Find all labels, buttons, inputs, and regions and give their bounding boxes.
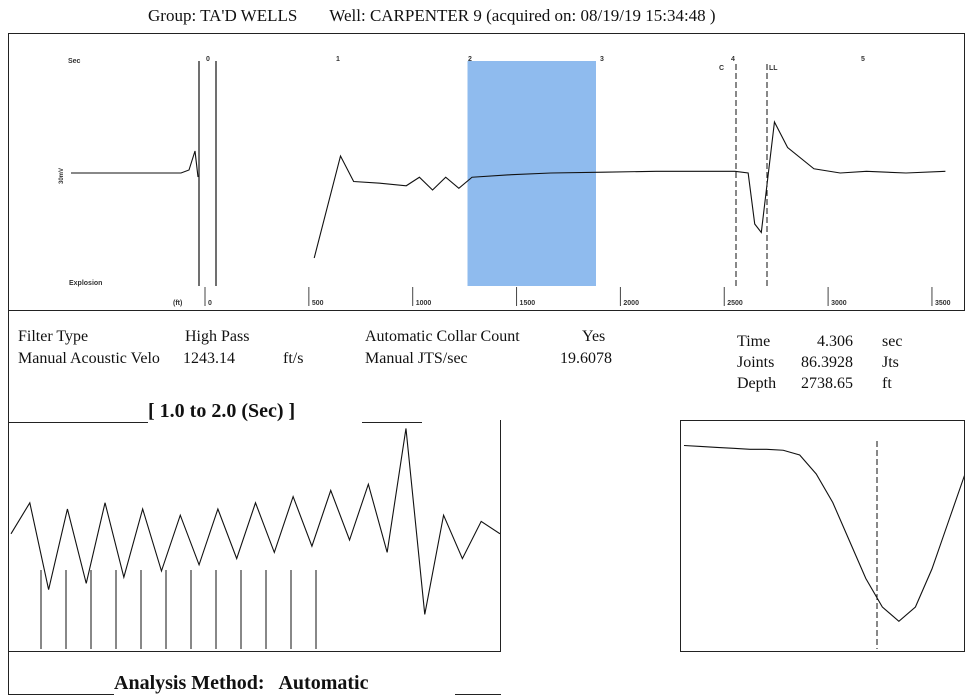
zoom-title: [ 1.0 to 2.0 (Sec) ] bbox=[148, 400, 296, 422]
footer-rule-right bbox=[455, 694, 501, 695]
top-tick-5: 5 bbox=[861, 56, 865, 63]
bottom-tick-500: 500 bbox=[312, 300, 324, 307]
zoom-title-rule-right bbox=[362, 422, 422, 423]
bottom-tick-3000: 3000 bbox=[831, 300, 847, 307]
analysis-method-label: Analysis Method: bbox=[114, 672, 265, 694]
manual-jts-label: Manual JTS/sec bbox=[365, 350, 468, 367]
explosion-label: Explosion bbox=[69, 280, 102, 287]
zoom-trace-panel bbox=[8, 420, 501, 652]
collar-detail-chart bbox=[683, 441, 964, 649]
top-tick-1: 1 bbox=[336, 56, 340, 63]
well-label: Well: CARPENTER 9 (acquired on: 08/19/19… bbox=[329, 6, 716, 25]
time-label: Time bbox=[737, 333, 771, 350]
top-tick-4: 4 bbox=[731, 56, 735, 63]
detail-trace-line bbox=[683, 444, 964, 622]
main-trace-line bbox=[71, 120, 946, 259]
bottom-tick-1500: 1500 bbox=[520, 300, 536, 307]
joints-label: Joints bbox=[737, 354, 775, 371]
joints-unit: Jts bbox=[882, 354, 899, 371]
filter-type-label: Filter Type bbox=[18, 328, 89, 345]
manual-velocity-label: Manual Acoustic Velo bbox=[18, 350, 160, 367]
manual-velocity-value: 1243.14 bbox=[183, 350, 235, 367]
bottom-tick-2500: 2500 bbox=[727, 300, 743, 307]
outer-left-rule bbox=[8, 311, 9, 695]
depth-unit: ft bbox=[882, 375, 892, 392]
zoom-title-rule-left bbox=[8, 422, 148, 423]
top-axis-label: Sec bbox=[68, 58, 81, 65]
analysis-method: Analysis Method: Automatic bbox=[114, 672, 368, 695]
time-value: 4.306 bbox=[817, 333, 853, 350]
bottom-tick-1000: 1000 bbox=[416, 300, 432, 307]
header: Group: TA'D WELLS Well: CARPENTER 9 (acq… bbox=[0, 0, 972, 30]
time-unit: sec bbox=[882, 333, 903, 350]
zoom-trace-chart bbox=[10, 428, 500, 649]
group-label: Group: TA'D WELLS bbox=[148, 6, 298, 25]
y-axis-label: 30mV bbox=[59, 168, 65, 184]
bottom-tick-2000: 2000 bbox=[623, 300, 639, 307]
analysis-method-value: Automatic bbox=[278, 672, 369, 694]
top-tick-3: 3 bbox=[600, 56, 604, 63]
top-tick-2: 2 bbox=[468, 56, 472, 63]
auto-collar-value: Yes bbox=[582, 328, 606, 345]
bottom-tick-0: 0 bbox=[208, 300, 212, 307]
main-trace-chart: Sec 0 1 2 3 4 5 (ft) 0 500 1000 1500 2000 2500 3000 350… bbox=[59, 56, 951, 307]
depth-value: 2738.65 bbox=[801, 375, 853, 392]
marker-label-ll: LL bbox=[769, 65, 778, 72]
depth-label: Depth bbox=[737, 375, 777, 392]
main-trace-panel: Sec 0 1 2 3 4 5 (ft) 0 500 1000 1500 2000 2500 3000 350… bbox=[8, 33, 965, 311]
header-title: Group: TA'D WELLS Well: CARPENTER 9 (acq… bbox=[148, 6, 744, 26]
footer-rule-left bbox=[8, 694, 114, 695]
top-tick-0: 0 bbox=[206, 56, 210, 63]
filter-type-value: High Pass bbox=[185, 328, 250, 345]
marker-label-c: C bbox=[719, 65, 724, 72]
bottom-axis-label: (ft) bbox=[173, 300, 182, 307]
auto-collar-label: Automatic Collar Count bbox=[365, 328, 520, 345]
zoom-trace-line bbox=[10, 428, 500, 615]
bottom-tick-3500: 3500 bbox=[935, 300, 951, 307]
collar-detail-panel bbox=[680, 420, 965, 652]
manual-velocity-unit: ft/s bbox=[283, 350, 304, 367]
joints-value: 86.3928 bbox=[801, 354, 853, 371]
manual-jts-value: 19.6078 bbox=[560, 350, 612, 367]
